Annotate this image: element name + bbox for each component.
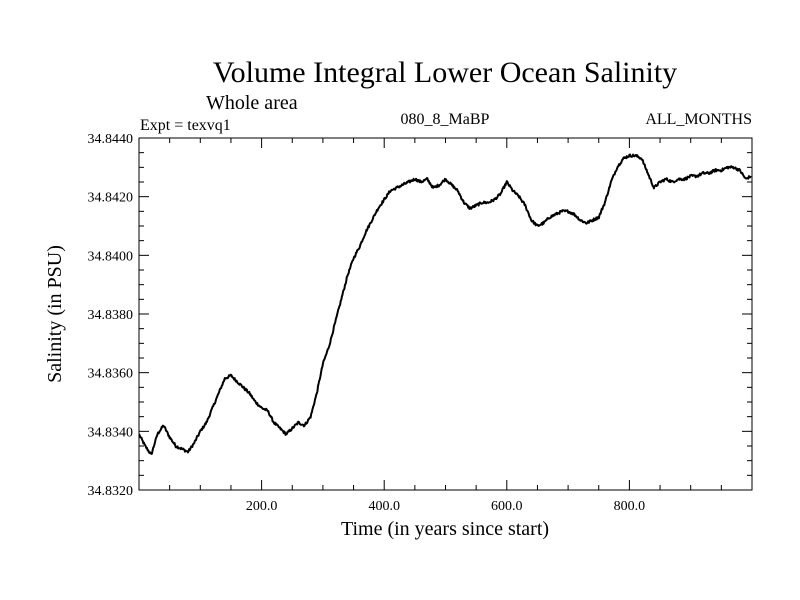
y-axis-label: Salinity (in PSU)	[44, 245, 66, 383]
x-tick-label: 600.0	[491, 499, 523, 514]
y-tick-label: 34.8320	[88, 484, 134, 499]
x-tick-label: 400.0	[368, 499, 400, 514]
salinity-series-line	[138, 153, 752, 455]
y-tick-label: 34.8340	[88, 425, 134, 440]
x-tick-label: 800.0	[614, 499, 646, 514]
y-tick-label: 34.8420	[88, 191, 134, 206]
y-tick-label: 34.8360	[88, 367, 134, 382]
axis-ticks	[139, 138, 752, 490]
y-tick-label: 34.8440	[88, 132, 134, 147]
chart-subtitle: Whole area	[206, 92, 298, 114]
x-axis-label: Time (in years since start)	[341, 518, 549, 540]
run-label: 080_8_MaBP	[401, 111, 490, 128]
months-label: ALL_MONTHS	[645, 111, 752, 128]
experiment-label: Expt = texvq1	[140, 117, 231, 134]
chart-title: Volume Integral Lower Ocean Salinity	[213, 56, 677, 89]
axis-tick-labels: 200.0 400.0 600.0 800.0 34.8320 34.8340 34.836…	[88, 132, 646, 514]
y-tick-label: 34.8380	[88, 308, 134, 323]
y-tick-label: 34.8400	[88, 249, 134, 264]
plot-frame	[138, 137, 753, 491]
x-tick-label: 200.0	[246, 499, 278, 514]
